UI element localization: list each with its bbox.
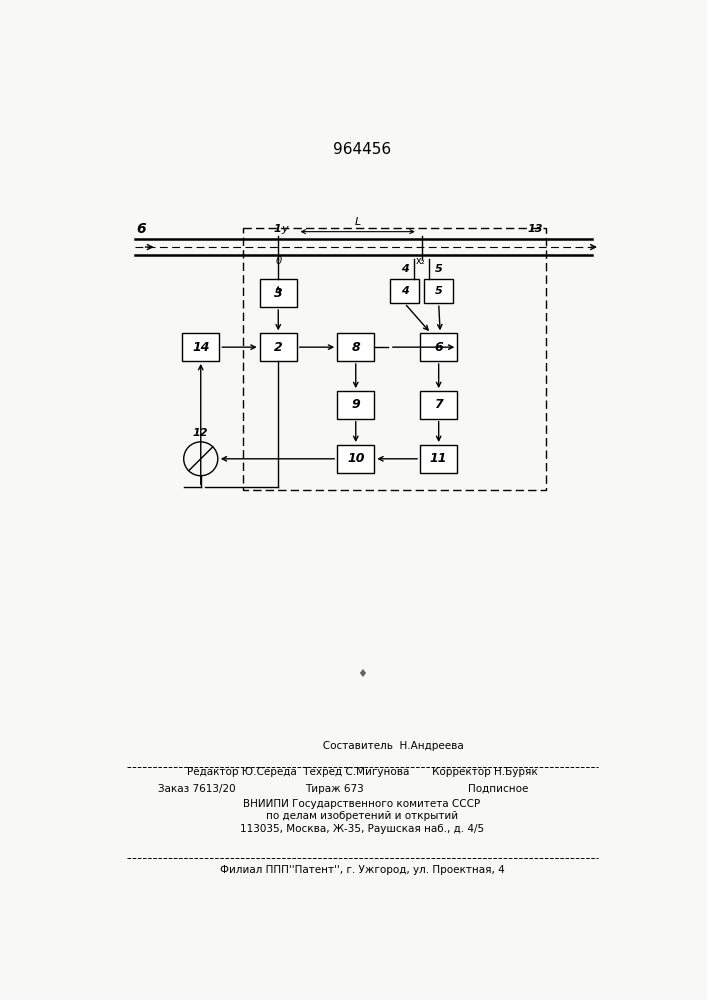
Bar [243,228,546,490]
Bar [420,391,457,419]
Text: 4: 4 [401,286,409,296]
Text: 11: 11 [430,452,448,465]
Bar [337,445,374,473]
Text: 10: 10 [347,452,365,465]
Text: 12: 12 [193,428,209,438]
Text: L: L [355,217,361,227]
Text: 6: 6 [136,222,146,236]
Bar [390,279,419,303]
Text: Подписное: Подписное [468,784,529,794]
Text: 4: 4 [401,264,409,274]
Bar [337,391,374,419]
Text: 5: 5 [435,264,443,274]
Text: 113035, Москва, Ж-35, Раушская наб., д. 4/5: 113035, Москва, Ж-35, Раушская наб., д. … [240,824,484,834]
Text: 2: 2 [274,341,283,354]
Text: 6: 6 [434,341,443,354]
Text: 8: 8 [351,341,360,354]
Text: Составитель  Н.Андреева: Составитель Н.Андреева [261,741,463,751]
Text: 964456: 964456 [333,142,391,157]
Text: Редактор Ю.Середа  Техред С.Мигунова       Корректор Н.Буряк: Редактор Ю.Середа Техред С.Мигунова Корр… [187,767,537,777]
Text: 7: 7 [434,398,443,411]
Text: Филиал ППП''Патент'', г. Ужгород, ул. Проектная, 4: Филиал ППП''Патент'', г. Ужгород, ул. Пр… [220,865,504,875]
Text: 0: 0 [275,256,281,266]
Text: ♦: ♦ [357,669,367,679]
Text: 3: 3 [274,287,283,300]
Bar [420,445,457,473]
Text: Тираж 673: Тираж 673 [305,784,364,794]
Bar [259,279,297,307]
Bar [182,333,219,361]
Text: у: у [281,224,288,234]
Text: по делам изобретений и открытий: по делам изобретений и открытий [266,811,458,821]
Text: 1: 1 [274,224,281,234]
Text: Заказ 7613/20: Заказ 7613/20 [158,784,235,794]
Bar [424,279,453,303]
Bar [337,333,374,361]
Bar [259,333,297,361]
Text: x₂: x₂ [415,256,425,266]
Text: ВНИИПИ Государственного комитета СССР: ВНИИПИ Государственного комитета СССР [243,799,481,809]
Text: 14: 14 [192,341,209,354]
Bar [420,333,457,361]
Text: 9: 9 [351,398,360,411]
Text: 5: 5 [435,286,443,296]
Text: 13: 13 [528,224,543,234]
